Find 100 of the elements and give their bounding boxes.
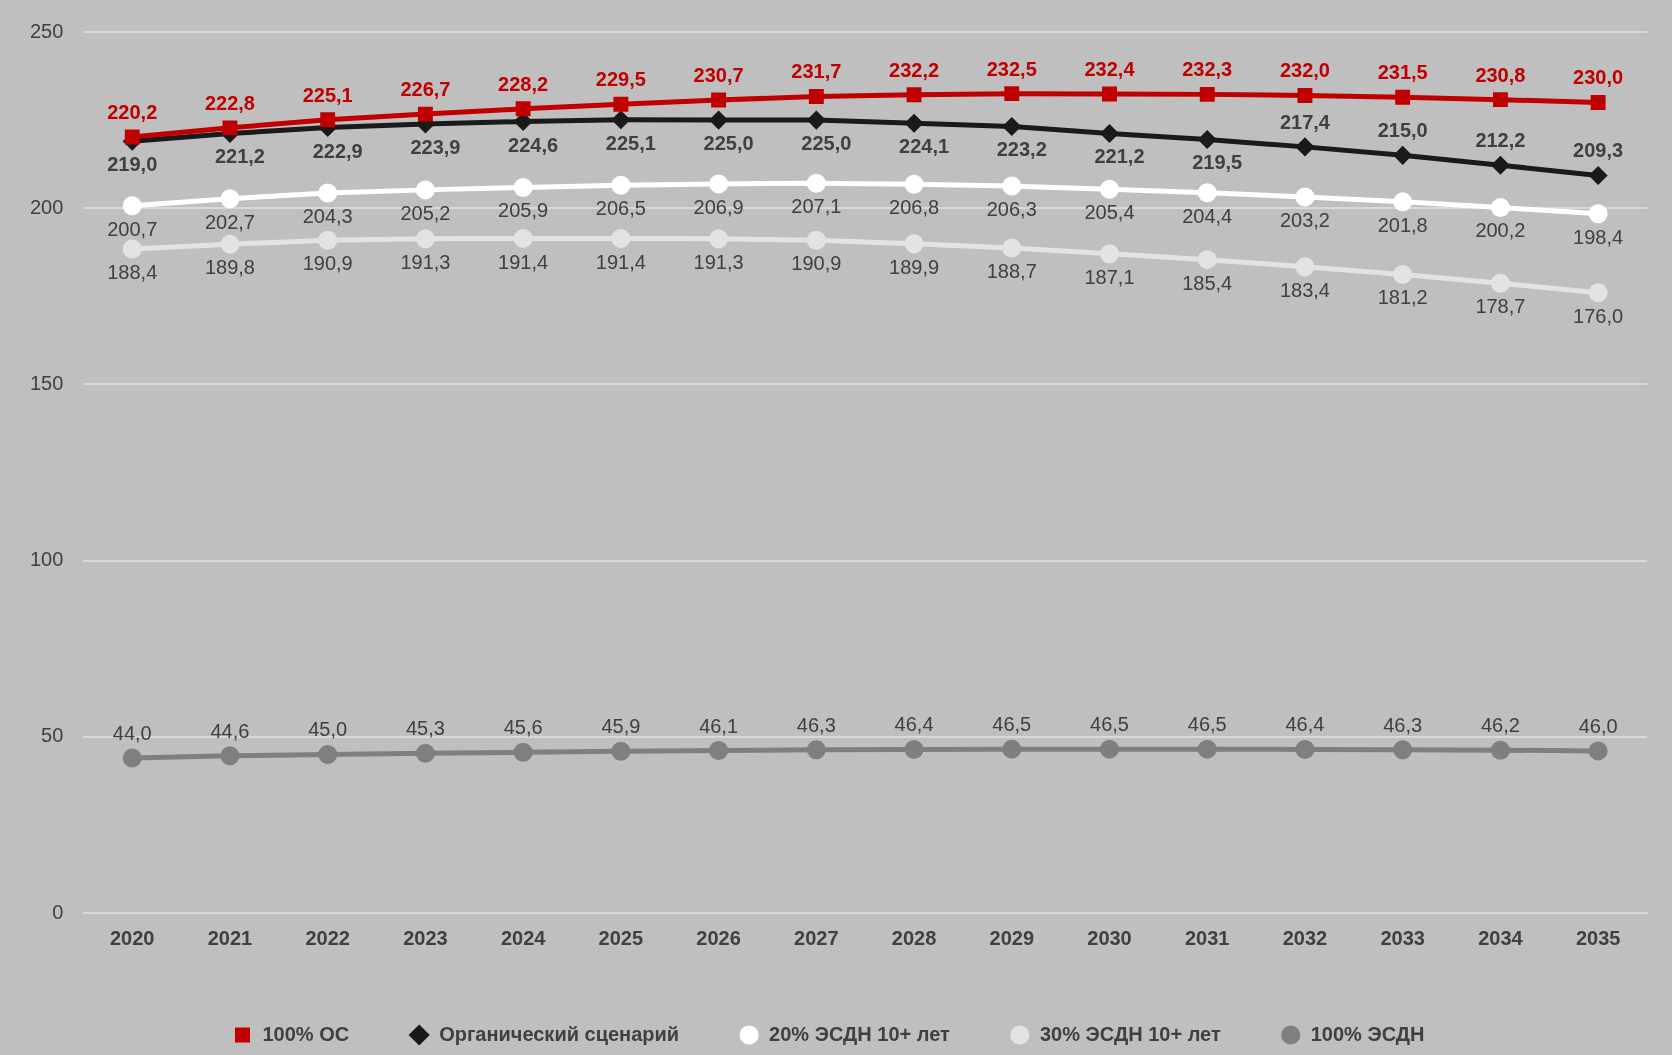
x-tick-label: 2022 <box>305 926 350 949</box>
data-label: 200,2 <box>1475 219 1526 242</box>
data-label: 206,9 <box>693 195 744 218</box>
data-label: 225,0 <box>703 132 754 155</box>
y-tick-label: 150 <box>29 371 64 394</box>
data-label: 215,0 <box>1377 119 1428 142</box>
data-label: 46,0 <box>1578 714 1618 737</box>
data-label: 224,6 <box>508 133 559 156</box>
data-label: 204,3 <box>302 205 353 228</box>
data-label: 232,0 <box>1279 59 1330 82</box>
data-label: 204,4 <box>1182 204 1233 227</box>
data-label: 46,2 <box>1480 714 1520 737</box>
data-label: 191,3 <box>400 250 451 273</box>
data-label: 205,9 <box>498 199 549 222</box>
data-label: 226,7 <box>400 78 451 101</box>
data-label: 45,3 <box>405 717 445 740</box>
data-label: 212,2 <box>1475 129 1526 152</box>
data-label: 191,4 <box>595 250 646 273</box>
data-label: 222,9 <box>312 139 363 162</box>
legend-label: 20% ЭСДН 10+ лет <box>769 1022 951 1045</box>
x-tick-label: 2020 <box>109 926 155 949</box>
x-tick-label: 2024 <box>500 926 547 949</box>
data-label: 220,2 <box>107 101 158 124</box>
data-label: 223,2 <box>996 138 1047 161</box>
data-label: 191,3 <box>693 250 744 273</box>
y-tick-label: 50 <box>41 724 64 747</box>
data-label: 232,5 <box>986 57 1037 80</box>
x-tick-label: 2025 <box>598 926 644 949</box>
data-label: 203,2 <box>1279 208 1330 231</box>
data-label: 228,2 <box>498 72 549 95</box>
data-label: 181,2 <box>1377 286 1428 309</box>
data-label: 198,4 <box>1573 225 1624 248</box>
data-label: 230,8 <box>1475 63 1526 86</box>
x-tick-label: 2035 <box>1575 926 1621 949</box>
data-label: 200,7 <box>107 217 158 240</box>
x-tick-label: 2032 <box>1282 926 1328 949</box>
data-label: 231,5 <box>1377 61 1428 84</box>
x-tick-label: 2030 <box>1087 926 1132 949</box>
data-label: 222,8 <box>204 91 255 114</box>
x-tick-label: 2034 <box>1478 926 1524 949</box>
x-tick-label: 2027 <box>794 926 839 949</box>
data-label: 176,0 <box>1573 304 1624 327</box>
data-label: 230,7 <box>693 64 744 87</box>
data-label: 223,9 <box>410 135 461 158</box>
data-label: 45,0 <box>308 718 348 741</box>
y-tick-label: 100 <box>29 548 64 571</box>
data-label: 178,7 <box>1475 295 1526 318</box>
x-tick-label: 2026 <box>696 926 741 949</box>
x-tick-label: 2033 <box>1380 926 1425 949</box>
x-tick-label: 2021 <box>207 926 253 949</box>
data-label: 201,8 <box>1377 213 1428 236</box>
data-label: 232,2 <box>889 58 940 81</box>
data-label: 185,4 <box>1182 271 1233 294</box>
data-label: 225,1 <box>605 131 656 154</box>
data-label: 202,7 <box>204 210 255 233</box>
data-label: 229,5 <box>595 68 646 91</box>
y-tick-label: 0 <box>52 900 64 923</box>
data-label: 205,2 <box>400 201 451 224</box>
data-label: 46,5 <box>1090 713 1129 736</box>
data-label: 221,2 <box>1094 145 1145 168</box>
data-label: 46,5 <box>992 713 1032 736</box>
y-tick-label: 200 <box>29 195 64 218</box>
data-label: 219,5 <box>1192 151 1243 174</box>
data-label: 45,6 <box>503 716 543 739</box>
data-label: 190,9 <box>791 252 842 275</box>
data-label: 219,0 <box>107 153 158 176</box>
data-label: 230,0 <box>1573 66 1624 89</box>
data-label: 44,6 <box>210 719 250 742</box>
data-label: 46,4 <box>1285 713 1325 736</box>
x-tick-label: 2023 <box>403 926 448 949</box>
data-label: 206,8 <box>889 196 940 219</box>
data-label: 209,3 <box>1573 139 1624 162</box>
data-label: 46,3 <box>1383 713 1423 736</box>
data-label: 46,1 <box>699 714 739 737</box>
data-label: 183,4 <box>1279 278 1330 301</box>
data-label: 206,5 <box>595 197 646 220</box>
data-label: 191,4 <box>498 250 549 273</box>
data-label: 206,3 <box>986 198 1037 220</box>
data-label: 46,5 <box>1187 713 1227 736</box>
data-label: 189,9 <box>889 255 940 278</box>
data-label: 188,7 <box>986 260 1037 283</box>
data-label: 231,7 <box>791 60 842 83</box>
data-label: 225,0 <box>801 132 852 155</box>
data-label: 205,4 <box>1084 201 1135 224</box>
data-label: 190,9 <box>302 252 353 275</box>
data-label: 221,2 <box>214 145 265 168</box>
data-label: 232,4 <box>1084 58 1136 81</box>
data-label: 225,1 <box>302 83 353 106</box>
data-label: 232,3 <box>1182 58 1233 81</box>
x-tick-label: 2029 <box>989 926 1035 949</box>
data-label: 187,1 <box>1084 265 1135 288</box>
y-tick-label: 250 <box>29 19 64 42</box>
data-label: 217,4 <box>1279 110 1331 133</box>
data-label: 189,8 <box>204 256 255 279</box>
legend-label: Органический сценарий <box>439 1022 680 1045</box>
legend-label: 100% ЭСДН <box>1310 1022 1425 1045</box>
data-label: 46,3 <box>796 713 836 736</box>
data-label: 44,0 <box>112 721 152 744</box>
data-label: 45,9 <box>601 715 641 738</box>
x-tick-label: 2031 <box>1184 926 1230 949</box>
